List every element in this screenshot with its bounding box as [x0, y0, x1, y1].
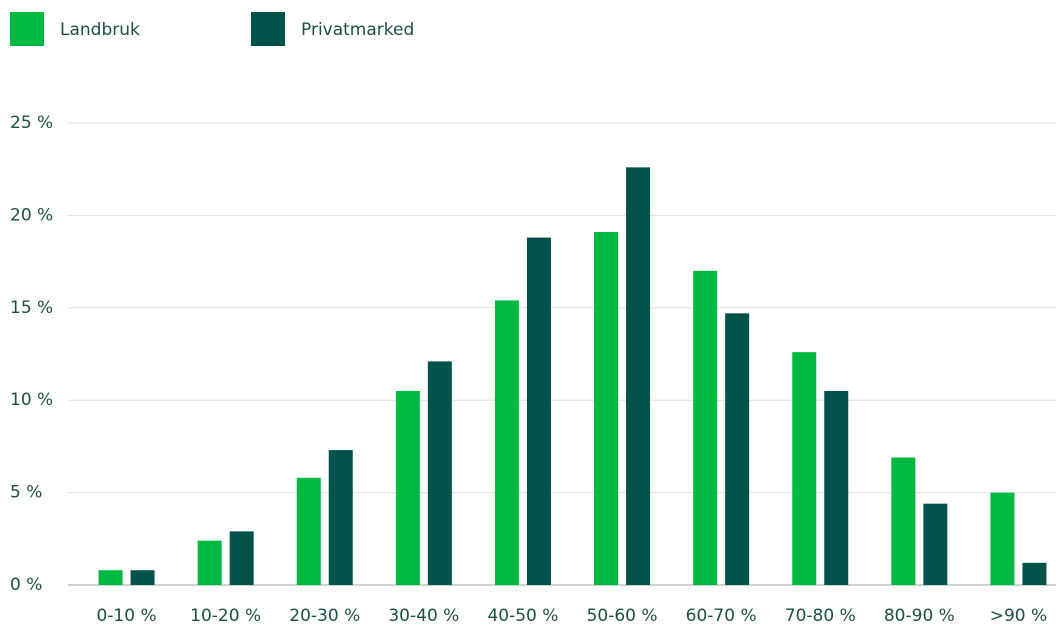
bar — [990, 492, 1015, 585]
bar — [1022, 562, 1047, 585]
bar — [494, 300, 519, 585]
bar — [594, 232, 619, 586]
x-tick-label: 0-10 % — [96, 606, 156, 626]
bar — [395, 390, 420, 585]
x-tick-label: >90 % — [990, 606, 1047, 626]
x-tick-label: 50-60 % — [587, 606, 658, 626]
bar — [792, 352, 817, 585]
x-tick-label: 10-20 % — [190, 606, 261, 626]
bar — [98, 570, 123, 585]
bar — [725, 313, 750, 585]
y-tick-label: 10 % — [10, 390, 53, 410]
bar — [626, 167, 651, 586]
bar — [526, 237, 551, 586]
legend-swatch — [10, 12, 44, 46]
bar — [197, 540, 222, 585]
bar — [891, 457, 916, 585]
y-tick-label: 0 % — [10, 575, 42, 595]
x-tick-label: 30-40 % — [388, 606, 459, 626]
legend-label: Privatmarked — [301, 20, 414, 40]
x-tick-label: 40-50 % — [487, 606, 558, 626]
y-tick-label: 15 % — [10, 298, 53, 318]
x-tick-label: 80-90 % — [884, 606, 955, 626]
y-tick-label: 5 % — [10, 483, 42, 503]
bar — [130, 570, 155, 585]
bar — [923, 503, 948, 585]
legend-swatch — [251, 12, 285, 46]
y-tick-label: 20 % — [10, 205, 53, 225]
bar — [229, 531, 254, 585]
bar — [296, 477, 321, 585]
bar — [693, 270, 718, 585]
x-tick-label: 20-30 % — [289, 606, 360, 626]
x-tick-label: 70-80 % — [785, 606, 856, 626]
y-tick-label: 25 % — [10, 113, 53, 133]
bar — [328, 450, 353, 585]
bar — [427, 361, 452, 585]
x-tick-label: 60-70 % — [686, 606, 757, 626]
legend-label: Landbruk — [60, 20, 140, 40]
bar — [824, 390, 849, 585]
